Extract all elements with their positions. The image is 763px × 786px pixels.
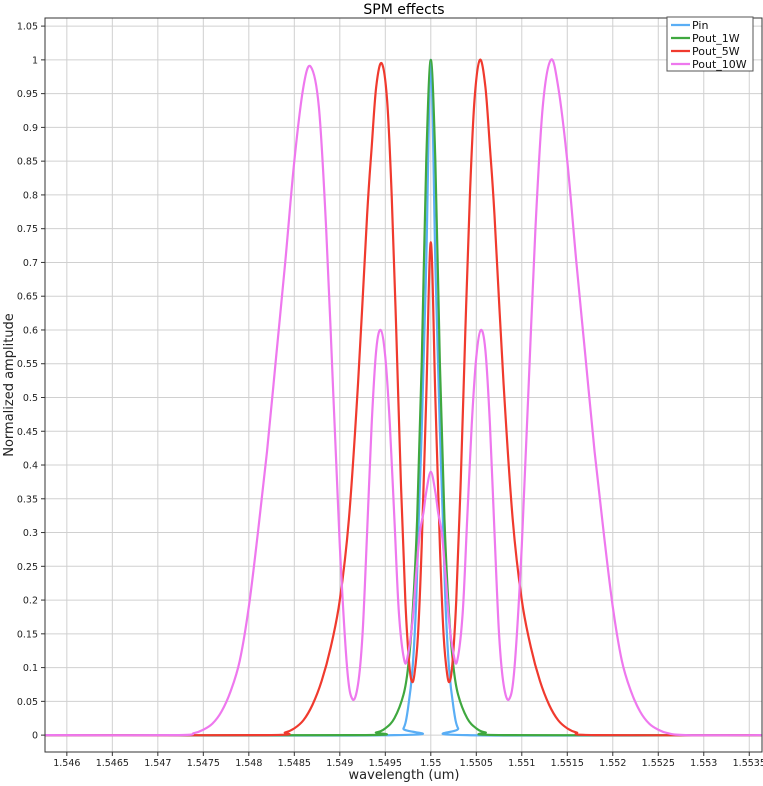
y-tick-label: 0.7 — [23, 258, 38, 269]
x-tick-label: 1.551 — [508, 758, 535, 769]
x-tick-label: 1.546 — [53, 758, 80, 769]
x-tick-label: 1.552 — [599, 758, 626, 769]
legend-entry: Pout_5W — [692, 45, 740, 58]
y-tick-label: 0.5 — [23, 393, 38, 404]
legend-entry: Pout_1W — [692, 32, 740, 45]
y-tick-label: 0.2 — [23, 596, 38, 607]
grid — [45, 18, 762, 752]
y-tick-label: 0.6 — [23, 325, 38, 336]
y-tick-label: 0.15 — [17, 629, 38, 640]
y-tick-label: 0.55 — [17, 359, 38, 370]
legend-entry: Pin — [692, 19, 708, 32]
y-tick-label: 0.75 — [17, 224, 38, 235]
x-tick-label: 1.5495 — [369, 758, 402, 769]
y-tick-label: 0.1 — [23, 663, 38, 674]
x-tick-label: 1.5475 — [187, 758, 220, 769]
y-tick-label: 0.45 — [17, 427, 38, 438]
series-group — [44, 58, 763, 737]
y-tick-label: 0.3 — [23, 528, 38, 539]
y-tick-label: 0.8 — [23, 190, 38, 201]
legend-entry: Pout_10W — [692, 58, 747, 71]
x-tick-label: 1.5485 — [278, 758, 311, 769]
y-tick-label: 0.25 — [17, 562, 38, 573]
series-line-pout-5w — [44, 58, 763, 737]
x-tick-label: 1.553 — [690, 758, 717, 769]
y-tick-label: 0.95 — [17, 89, 38, 100]
y-tick-label: 0.05 — [17, 697, 38, 708]
y-tick-label: 1 — [32, 55, 38, 66]
x-tick-label: 1.5525 — [642, 758, 675, 769]
y-tick-label: 0.35 — [17, 494, 38, 505]
y-tick-label: 0.85 — [17, 157, 38, 168]
chart-title: SPM effects — [363, 2, 444, 18]
x-tick-label: 1.547 — [144, 758, 171, 769]
x-tick-label: 1.55 — [420, 758, 441, 769]
x-tick-label: 1.5535 — [733, 758, 763, 769]
y-axis-ticks: 0 0.05 0.1 0.15 0.2 0.25 0.3 0.35 0.4 0.45 0.5 0.55… — [17, 22, 45, 742]
x-tick-label: 1.548 — [235, 758, 262, 769]
y-tick-label: 0 — [32, 731, 38, 742]
x-tick-label: 1.5505 — [460, 758, 493, 769]
series-line-pout-10w — [44, 58, 763, 737]
y-axis-label: Normalized amplitude — [2, 313, 17, 457]
series-line-pout-1w — [44, 58, 763, 737]
y-tick-label: 0.9 — [23, 123, 38, 134]
plot-frame — [44, 17, 763, 753]
x-tick-label: 1.5465 — [96, 758, 129, 769]
x-axis-ticks: 1.546 1.5465 1.547 1.5475 1.548 1.5485 1.549 1.… — [53, 752, 763, 769]
x-axis-label: wavelength (um) — [349, 768, 460, 783]
y-tick-label: 0.4 — [23, 461, 38, 472]
y-tick-label: 1.05 — [17, 22, 38, 33]
y-tick-label: 0.65 — [17, 292, 38, 303]
x-tick-label: 1.5515 — [551, 758, 584, 769]
x-tick-label: 1.549 — [326, 758, 353, 769]
